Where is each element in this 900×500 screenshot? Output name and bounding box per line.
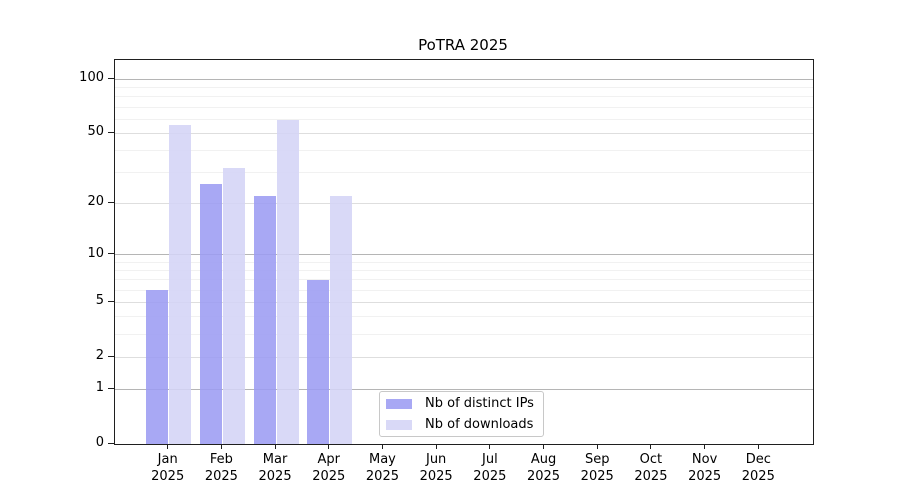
minor-gridline [115,316,813,318]
legend: Nb of distinct IPs Nb of downloads [379,391,544,437]
x-tick-label: Dec 2025 [741,452,775,484]
y-tick-mark [108,355,114,357]
x-tick-mark [435,444,437,449]
minor-gridline [115,333,813,335]
minor-gridline [115,269,813,271]
y-tick-label: 0 [95,435,104,450]
major-gridline [115,254,813,256]
x-tick-mark [274,444,276,449]
x-tick-label: Jan 2025 [151,452,185,484]
bar-nb-of-distinct-ips-mar [253,196,276,444]
x-tick-mark [328,444,330,449]
chart-title: PoTRA 2025 [418,36,508,54]
y-tick-label: 20 [87,194,104,210]
major-gridline [115,78,813,80]
bar-nb-of-downloads-apr [330,196,353,444]
y-tick-mark [108,300,114,302]
x-tick-label: May 2025 [365,452,399,484]
x-tick-mark [704,444,706,449]
minor-gridline [115,279,813,281]
y-tick-label: 1 [95,380,104,396]
legend-swatch-distinct-ips [386,398,412,409]
minor-gridline [115,172,813,174]
minor-gridline [115,289,813,291]
x-tick-label: Mar 2025 [258,452,292,484]
y-tick-mark [108,201,114,203]
x-tick-label: Feb 2025 [204,452,238,484]
legend-label-distinct-ips: Nb of distinct IPs [425,396,534,411]
minor-gridline [115,150,813,152]
major-gridline [115,301,813,303]
bar-nb-of-distinct-ips-jan [146,290,169,444]
x-tick-mark [596,444,598,449]
x-tick-label: Apr 2025 [312,452,346,484]
x-tick-mark [167,444,169,449]
x-tick-mark [381,444,383,449]
x-tick-mark [220,444,222,449]
x-tick-label: Sep 2025 [580,452,614,484]
x-tick-label: Oct 2025 [634,452,668,484]
bar-nb-of-downloads-feb [222,167,245,444]
minor-gridline [115,96,813,98]
x-tick-mark [489,444,491,449]
x-tick-label: Jul 2025 [473,452,507,484]
plot-area [114,59,814,445]
y-tick-mark [108,131,114,133]
y-tick-mark [108,442,114,444]
x-tick-label: Jun 2025 [419,452,453,484]
y-tick-mark [108,253,114,255]
legend-label-downloads: Nb of downloads [425,417,534,432]
x-tick-mark [543,444,545,449]
minor-gridline [115,118,813,120]
major-gridline [115,132,813,134]
y-tick-label: 2 [95,348,104,364]
major-gridline [115,356,813,358]
x-tick-label: Nov 2025 [688,452,722,484]
legend-swatch-downloads [386,419,412,430]
bar-nb-of-distinct-ips-apr [307,279,330,444]
x-tick-mark [650,444,652,449]
legend-item-distinct-ips: Nb of distinct IPs [386,394,543,413]
legend-item-downloads: Nb of downloads [386,415,543,434]
bar-nb-of-downloads-jan [169,124,192,444]
bar-nb-of-distinct-ips-feb [199,183,222,444]
x-tick-label: Aug 2025 [526,452,561,484]
y-tick-label: 50 [87,124,104,140]
minor-gridline [115,106,813,108]
bar-nb-of-downloads-mar [276,120,299,444]
y-tick-mark [108,77,114,79]
minor-gridline [115,261,813,263]
y-tick-mark [108,387,114,389]
major-gridline [115,202,813,204]
y-tick-label: 10 [87,245,104,261]
x-tick-mark [757,444,759,449]
major-gridline [115,388,813,390]
y-tick-label: 5 [95,293,104,309]
minor-gridline [115,87,813,89]
y-tick-label: 100 [79,70,104,86]
